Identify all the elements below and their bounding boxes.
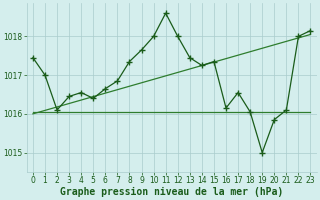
X-axis label: Graphe pression niveau de la mer (hPa): Graphe pression niveau de la mer (hPa) — [60, 186, 283, 197]
